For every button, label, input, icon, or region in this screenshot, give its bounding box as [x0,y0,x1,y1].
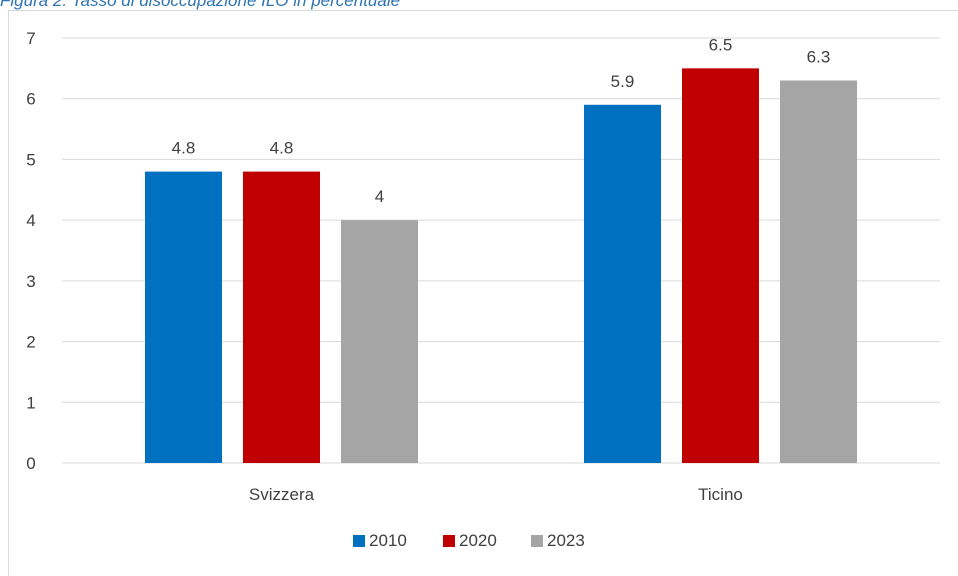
legend-label: 2010 [369,531,407,550]
x-category-label: Svizzera [249,485,315,504]
y-tick-label: 5 [26,150,35,169]
bar-2020-svizzera [243,171,320,464]
y-tick-label: 7 [26,29,35,48]
bars [145,68,857,464]
bar-2010-svizzera [145,171,222,464]
legend-label: 2020 [459,531,497,550]
y-tick-label: 0 [26,454,35,473]
bar-2023-ticino [780,80,857,463]
y-axis-ticks: 0 1 2 3 4 5 6 7 [26,29,35,473]
figure-caption: Figura 2: Tasso di disoccupazione ILO in… [0,0,401,10]
data-label: 6.3 [807,48,831,67]
data-label: 4.8 [270,139,294,158]
y-tick-label: 1 [26,393,35,412]
legend-swatch-2010 [353,535,365,547]
data-label: 4.8 [172,139,196,158]
y-tick-label: 3 [26,272,35,291]
x-category-label: Ticino [698,485,743,504]
x-axis-categories: Svizzera Ticino [249,485,743,504]
legend-label: 2023 [547,531,585,550]
legend-swatch-2023 [531,535,543,547]
legend: 2010 2020 2023 [353,531,585,550]
data-label: 5.9 [611,72,635,91]
y-tick-label: 4 [26,211,35,230]
bar-2020-ticino [682,68,759,463]
y-tick-label: 6 [26,90,35,109]
bar-2023-svizzera [341,220,418,463]
data-label: 6.5 [709,35,733,54]
y-tick-label: 2 [26,333,35,352]
legend-swatch-2020 [443,535,455,547]
data-label: 4 [375,187,384,206]
data-labels: 4.8 4.8 4 5.9 6.5 6.3 [172,35,831,206]
bar-2010-ticino [584,104,661,464]
